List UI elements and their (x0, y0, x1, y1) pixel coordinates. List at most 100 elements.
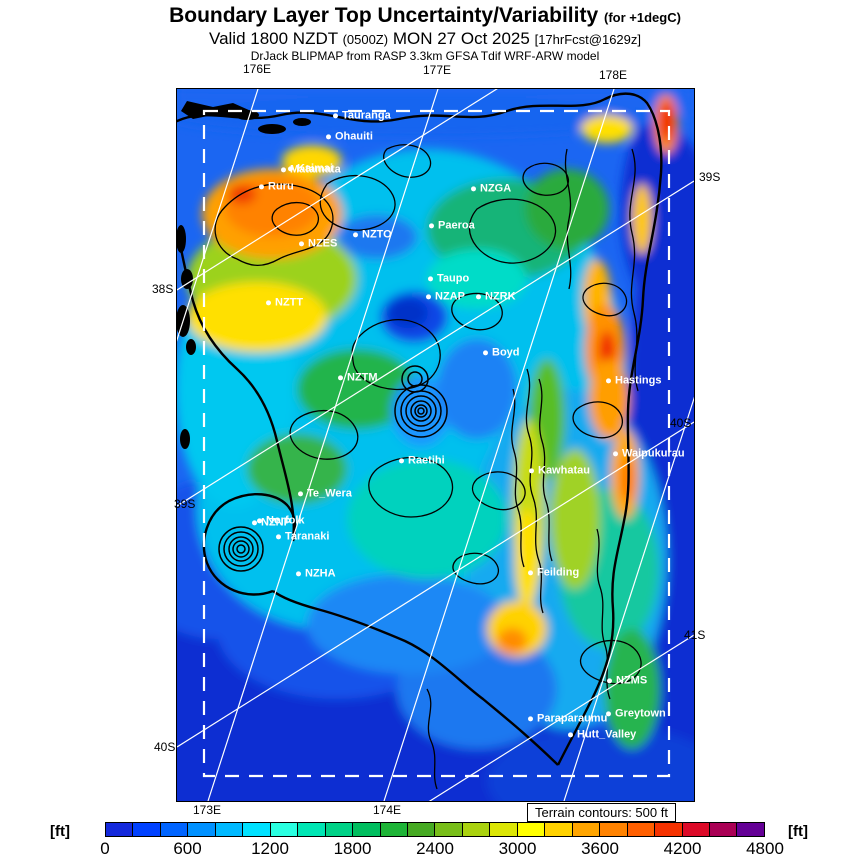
graticule-label-38s: 38S (152, 282, 174, 296)
station-dot-icon (429, 222, 434, 228)
station-name: Greytown (615, 707, 666, 720)
uncertainty-field (177, 89, 694, 801)
colorbar-tick-4800: 4800 (746, 839, 784, 858)
station-dot-icon (353, 231, 358, 237)
station-label-te_wera: Te_Wera (298, 487, 352, 499)
station-label-hutt_valley: Hutt_Valley (568, 728, 636, 740)
graticule-label-39s: 39S (174, 497, 196, 511)
station-label-nztm: NZTM (338, 371, 378, 383)
colorbar-segment (545, 823, 573, 836)
station-label-boyd: Boyd (483, 346, 520, 358)
graticule-label-40s: 40S (154, 740, 176, 754)
colorbar-segment (627, 823, 656, 836)
station-label-nzha: NZHA (296, 567, 336, 579)
station-label-nzga: NZGA (471, 182, 511, 194)
colorbar-tick-1200: 1200 (251, 839, 289, 858)
fcst-tag: [17hrFcst@1629z] (534, 32, 641, 48)
colorbar-segment (188, 823, 216, 836)
station-label-kawhatau: Kawhatau (529, 464, 590, 476)
station-dot-icon (333, 112, 338, 118)
station-dot-icon (607, 677, 612, 683)
header: Boundary Layer Top Uncertainty/Variabili… (0, 4, 850, 63)
station-dot-icon (568, 731, 573, 737)
station-name: Taranaki (285, 530, 330, 543)
graticule-lines (177, 89, 694, 801)
colorbar-segment (270, 823, 299, 836)
station-name: Te_Wera (307, 487, 352, 500)
station-label-waipukurau: Waipukurau (613, 447, 685, 459)
station-dot-icon (276, 533, 281, 539)
colorbar-ticks: 0 600 1200 1800 2400 3000 3600 4200 4800 (100, 839, 784, 859)
valid-prefix: Valid 1800 NZDT (209, 29, 338, 49)
colorbar-tick-2400: 2400 (416, 839, 454, 858)
colorbar-segment (380, 823, 408, 836)
station-label-ruru: Ruru (259, 180, 294, 192)
station-label-nzms: NZMS (607, 674, 647, 686)
graticule-label-176e: 176E (243, 62, 272, 76)
colorbar-segment (572, 823, 601, 836)
colorbar-tick-3600: 3600 (581, 839, 619, 858)
station-label-paeroa: Paeroa (429, 219, 475, 231)
station-label-nztt: NZTT (266, 296, 303, 308)
station-dot-icon (288, 165, 293, 171)
colorbar-segment (490, 823, 518, 836)
volcano-contours (218, 365, 448, 572)
colorbar-segment (682, 823, 710, 836)
graticule-label-41s: 41S (684, 628, 706, 642)
station-label-norfolk: Norfolk (257, 514, 305, 526)
station-name: NZRK (485, 290, 516, 303)
station-name: Ruru (268, 180, 294, 193)
station-dot-icon (483, 349, 488, 355)
valid-zulu: (0500Z) (342, 32, 389, 48)
station-label-tauranga: Tauranga (333, 109, 391, 121)
graticule-label-173e: 173E (193, 803, 222, 817)
station-label-raetihi: Raetihi (399, 454, 445, 466)
station-dot-icon (426, 293, 431, 299)
station-dot-icon (606, 377, 611, 383)
colorbar-tick-3000: 3000 (498, 839, 537, 858)
colorbar-segment (243, 823, 271, 836)
station-label-nzto: NZTO (353, 228, 392, 240)
station-name: Tauranga (342, 109, 391, 122)
colorbar (105, 822, 765, 837)
colorbar-segment (298, 823, 326, 836)
colorbar-tick-600: 600 (173, 839, 202, 858)
station-dot-icon (299, 240, 304, 246)
domain-boundary-box (202, 109, 671, 778)
station-label-greytown: Greytown (606, 707, 666, 719)
station-dot-icon (326, 133, 331, 139)
colorbar-segment (462, 823, 491, 836)
station-name: NZTO (362, 228, 392, 241)
station-dot-icon (298, 490, 303, 496)
station-label-feilding: Feilding (528, 566, 579, 578)
colorbar-segment (600, 823, 628, 836)
station-name: NZHA (305, 567, 336, 580)
station-dot-icon (252, 519, 257, 525)
station-dot-icon (266, 299, 271, 305)
station-label-nzes: NZES (299, 237, 337, 249)
station-name: Paeroa (438, 219, 475, 232)
station-dot-icon (259, 183, 264, 189)
colorbar-tick-0: 0 (100, 839, 110, 858)
station-label-matamata: Matamata (281, 163, 341, 175)
graticule-label-39s: 39S (699, 170, 721, 184)
station-dot-icon (528, 569, 533, 575)
graticule-label-177e: 177E (423, 63, 452, 77)
colorbar-segment (353, 823, 381, 836)
station-name: Matamata (290, 163, 341, 176)
station-name: NZGA (480, 182, 512, 195)
colorbar-unit-left: [ft] (50, 823, 70, 840)
station-name: NZMS (616, 674, 648, 687)
station-name: NZTT (275, 296, 304, 309)
station-dot-icon (528, 715, 533, 721)
station-name: Raetihi (408, 454, 445, 467)
colorbar-segment (517, 823, 546, 836)
valid-date: MON 27 Oct 2025 (392, 29, 530, 49)
station-label-ohauiti: Ohauiti (326, 130, 373, 142)
station-name: Taupo (437, 272, 470, 285)
page-title: Boundary Layer Top Uncertainty/Variabili… (0, 4, 850, 28)
station-label-kaimai: Kaimai (288, 162, 333, 174)
station-dot-icon (529, 467, 534, 473)
station-dot-icon (613, 450, 618, 456)
station-name: Norfolk (266, 514, 305, 527)
